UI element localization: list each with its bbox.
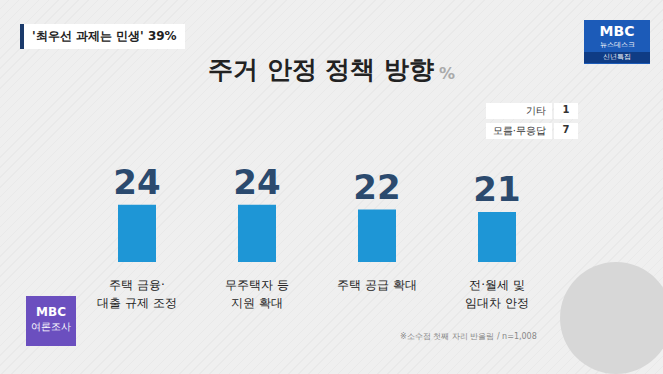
html-text:신년특집: 신년특집 <box>603 53 631 61</box>
svg-text:전·월세 및: 전·월세 및 <box>469 278 525 292</box>
html-text:MBC: MBC <box>599 23 635 39</box>
svg-text:24: 24 <box>113 162 160 202</box>
svg-text:22: 22 <box>353 167 400 207</box>
svg-text:%: % <box>439 64 455 83</box>
svg-text:지원 확대: 지원 확대 <box>231 296 283 310</box>
svg-text:임대차 안정: 임대차 안정 <box>465 296 529 310</box>
svg-text:주택 금융·: 주택 금융· <box>109 278 165 292</box>
html-text:7: 7 <box>562 124 570 135</box>
svg-text:무주택자 등: 무주택자 등 <box>225 278 289 292</box>
svg-text:대출 규제 조정: 대출 규제 조정 <box>97 296 177 310</box>
svg-text:24: 24 <box>233 162 280 202</box>
svg-text:주거 안정 정책 방향: 주거 안정 정책 방향 <box>208 55 434 84</box>
html-text:MBC: MBC <box>36 305 66 319</box>
html-text:모름·무응답: 모름·무응답 <box>492 125 546 136</box>
html-text:'최우선 과제는 민생' 39%: '최우선 과제는 민생' 39% <box>32 29 177 43</box>
svg-text:21: 21 <box>473 169 520 209</box>
html-text:※소수점 첫째 자리 반올림 / n=1,008: ※소수점 첫째 자리 반올림 / n=1,008 <box>400 332 537 341</box>
html-text:뉴스데스크: 뉴스데스크 <box>599 41 635 49</box>
html-text:1: 1 <box>562 104 570 115</box>
svg-text:주택 공급 확대: 주택 공급 확대 <box>337 278 417 292</box>
html-text:기타: 기타 <box>526 105 546 116</box>
html-text:여론조사: 여론조사 <box>31 321 71 332</box>
